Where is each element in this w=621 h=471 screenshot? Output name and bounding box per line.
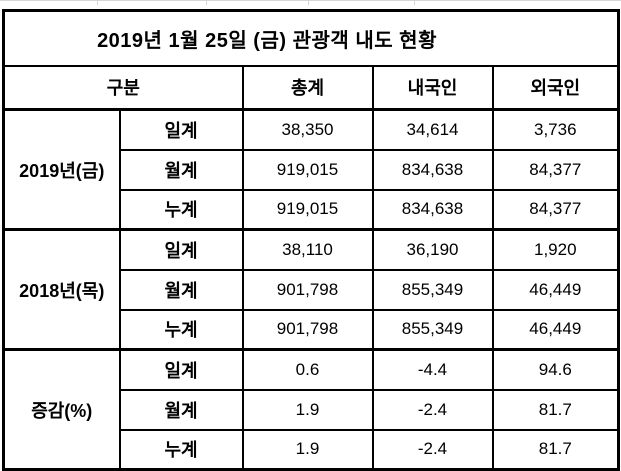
value-foreign: 84,377 bbox=[491, 188, 620, 231]
table-row: 월계 901,798 855,349 46,449 bbox=[4, 268, 620, 311]
row-label-cumulative: 누계 bbox=[118, 308, 244, 351]
value-foreign: 46,449 bbox=[491, 308, 620, 351]
value-total: 1.9 bbox=[241, 388, 374, 431]
table-row: 누계 1.9 -2.4 81.7 bbox=[4, 428, 620, 471]
sheet-gridline-stub bbox=[308, 0, 309, 5]
header-row: 구분 총계 내국인 외국인 bbox=[2, 64, 620, 111]
value-foreign: 46,449 bbox=[491, 268, 620, 311]
row-label-monthly: 월계 bbox=[118, 388, 244, 431]
value-total: 1.9 bbox=[241, 428, 374, 471]
row-label-daily: 일계 bbox=[118, 108, 244, 151]
group-label-2018-thu: 2018년(목) bbox=[2, 228, 121, 351]
value-foreign: 3,736 bbox=[491, 108, 620, 151]
row-label-daily: 일계 bbox=[118, 228, 244, 271]
table-title: 2019년 1월 25일 (금) 관광객 내도 현황 bbox=[2, 9, 620, 67]
value-total: 38,110 bbox=[241, 228, 374, 271]
table-row: 월계 1.9 -2.4 81.7 bbox=[4, 388, 620, 431]
value-domestic: 34,614 bbox=[371, 108, 494, 151]
value-domestic: -4.4 bbox=[371, 348, 494, 391]
title-row: 2019년 1월 25일 (금) 관광객 내도 현황 bbox=[2, 9, 620, 67]
header-foreign: 외국인 bbox=[491, 64, 620, 111]
row-label-monthly: 월계 bbox=[118, 268, 244, 311]
value-foreign: 94.6 bbox=[491, 348, 620, 391]
header-total: 총계 bbox=[241, 64, 374, 111]
table-row: 누계 919,015 834,638 84,377 bbox=[4, 188, 620, 231]
value-total: 901,798 bbox=[241, 268, 374, 311]
tourist-arrivals-table: 2019년 1월 25일 (금) 관광객 내도 현황 구분 총계 내국인 외국인… bbox=[2, 9, 621, 471]
row-label-monthly: 월계 bbox=[118, 148, 244, 191]
value-domestic: 36,190 bbox=[371, 228, 494, 271]
value-total: 0.6 bbox=[241, 348, 374, 391]
sheet-gridline bbox=[0, 0, 621, 1]
row-label-daily: 일계 bbox=[118, 348, 244, 391]
value-domestic: 834,638 bbox=[371, 148, 494, 191]
header-domestic: 내국인 bbox=[371, 64, 494, 111]
sheet-gridline-stub bbox=[414, 0, 415, 5]
sheet-gridline-stub bbox=[97, 0, 98, 5]
table-row: 2018년(목) 일계 38,110 36,190 1,920 bbox=[2, 228, 620, 351]
table-row: 월계 919,015 834,638 84,377 bbox=[4, 148, 620, 191]
value-total: 38,350 bbox=[241, 108, 374, 151]
value-foreign: 81.7 bbox=[491, 428, 620, 471]
value-foreign: 81.7 bbox=[491, 388, 620, 431]
value-domestic: -2.4 bbox=[371, 388, 494, 431]
row-label-cumulative: 누계 bbox=[118, 428, 244, 471]
value-total: 901,798 bbox=[241, 308, 374, 351]
value-domestic: 855,349 bbox=[371, 308, 494, 351]
sheet-gridline-stub bbox=[206, 0, 207, 5]
value-total: 919,015 bbox=[241, 188, 374, 231]
table-row: 2019년(금) 일계 38,350 34,614 3,736 bbox=[2, 108, 620, 231]
value-foreign: 84,377 bbox=[491, 148, 620, 191]
group-label-change-pct: 증감(%) bbox=[2, 348, 121, 471]
value-domestic: 834,638 bbox=[371, 188, 494, 231]
header-category: 구분 bbox=[2, 64, 244, 111]
value-total: 919,015 bbox=[241, 148, 374, 191]
table-row: 증감(%) 일계 0.6 -4.4 94.6 bbox=[2, 348, 620, 471]
value-domestic: 855,349 bbox=[371, 268, 494, 311]
group-label-2019-fri: 2019년(금) bbox=[2, 108, 121, 231]
row-label-cumulative: 누계 bbox=[118, 188, 244, 231]
value-foreign: 1,920 bbox=[491, 228, 620, 271]
table-row: 누계 901,798 855,349 46,449 bbox=[4, 308, 620, 351]
value-domestic: -2.4 bbox=[371, 428, 494, 471]
